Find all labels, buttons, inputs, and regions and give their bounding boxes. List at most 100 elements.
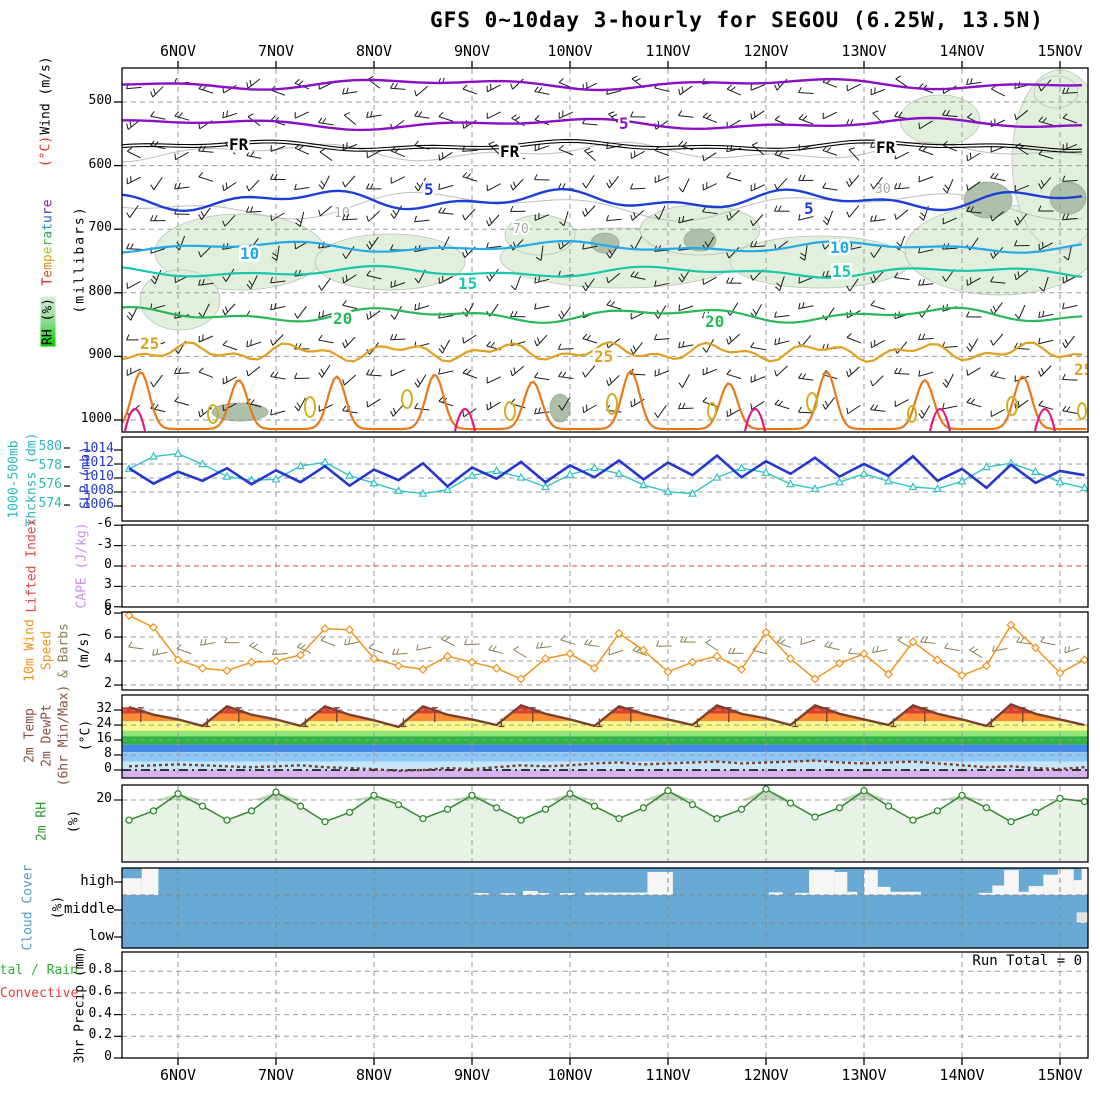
wind-speed-marker bbox=[908, 637, 918, 647]
temp-band bbox=[122, 761, 1088, 770]
date-label-bottom: 10NOV bbox=[547, 1066, 593, 1084]
cloud-bar-high bbox=[122, 878, 142, 895]
thickness-marker bbox=[418, 488, 428, 497]
rh-marker bbox=[517, 816, 525, 824]
temperature-axis-label: Temperature bbox=[40, 199, 56, 286]
date-label-bottom: 13NOV bbox=[841, 1066, 887, 1084]
cloud-bar-high bbox=[522, 890, 538, 895]
thickness-marker bbox=[296, 461, 305, 470]
temp-band bbox=[122, 770, 1088, 778]
rh-marker bbox=[884, 802, 893, 810]
thickness-marker bbox=[859, 468, 869, 477]
wind-speed-marker bbox=[442, 651, 453, 661]
cloud-bar-high bbox=[795, 892, 810, 895]
rh-marker bbox=[345, 808, 354, 817]
contour-label: 25 bbox=[1074, 360, 1093, 379]
convective-label: Convective bbox=[0, 986, 79, 1001]
rh-dark-blob bbox=[963, 181, 1013, 219]
slp-tick-label: 1010 bbox=[82, 469, 114, 484]
contour-35 bbox=[743, 408, 767, 432]
date-label-top: 14NOV bbox=[939, 42, 985, 60]
wind-speed-marker bbox=[1055, 668, 1065, 678]
rh-marker bbox=[198, 802, 207, 810]
rh-marker bbox=[272, 788, 280, 796]
wind-speed-marker bbox=[1030, 643, 1041, 653]
wind-speed-marker bbox=[491, 663, 502, 673]
cloud-bar-high bbox=[141, 868, 159, 895]
contour-loop bbox=[207, 404, 219, 424]
date-label-top: 13NOV bbox=[841, 42, 887, 60]
date-label-bottom: 8NOV bbox=[355, 1066, 393, 1084]
rh-marker bbox=[958, 791, 966, 799]
rh-area-fill bbox=[122, 789, 1088, 862]
rh-marker bbox=[296, 802, 305, 810]
rh-marker bbox=[1056, 794, 1064, 803]
cloud-bar-high bbox=[500, 893, 516, 895]
wind-speed-marker bbox=[246, 657, 257, 667]
rh-marker bbox=[541, 805, 550, 813]
rh-marker bbox=[762, 785, 770, 793]
cloud-bar-high bbox=[1043, 874, 1059, 895]
wind-tick-label: 8 bbox=[104, 604, 112, 619]
thickness-tick-label: 576 bbox=[38, 477, 62, 492]
thickness-marker bbox=[884, 476, 893, 485]
pressure-tick-label: 600 bbox=[88, 156, 112, 172]
date-label-bottom: 15NOV bbox=[1037, 1066, 1083, 1084]
rh-marker bbox=[737, 805, 746, 813]
thickness-marker bbox=[982, 462, 991, 471]
thickness-marker bbox=[933, 484, 942, 493]
wind-speed-marker bbox=[222, 666, 232, 676]
rh-contour-label: 30 bbox=[875, 182, 891, 197]
temp2m-panel bbox=[122, 696, 1088, 778]
rh-marker bbox=[566, 790, 574, 798]
rh-marker bbox=[174, 790, 182, 798]
wind-speed-marker bbox=[589, 663, 600, 673]
rh-shade-blob bbox=[729, 235, 911, 289]
wind-speed-marker bbox=[932, 655, 943, 665]
contour-label: 5 bbox=[619, 114, 629, 133]
rh-marker bbox=[223, 816, 231, 824]
thickness-marker bbox=[149, 451, 158, 460]
cloud-bar-high bbox=[834, 872, 848, 895]
contour-label: FR bbox=[876, 138, 896, 157]
contour-label: 5 bbox=[804, 199, 814, 218]
pressure-tick-label: 800 bbox=[88, 283, 112, 299]
wind-speed-marker bbox=[295, 650, 306, 660]
millibars-axis-label: (millibars) bbox=[72, 205, 88, 314]
contour-35 bbox=[928, 408, 952, 432]
rh-marker bbox=[443, 805, 452, 813]
date-label-bottom: 7NOV bbox=[257, 1066, 295, 1084]
degc-axis-label: (°C) bbox=[38, 135, 54, 168]
cloud-cover-label: Cloud Cover bbox=[20, 864, 36, 951]
upper-air-frame bbox=[121, 67, 1089, 433]
temp2m-frame bbox=[121, 694, 1089, 779]
slp-tick-label: 1008 bbox=[82, 483, 114, 498]
cloud-bar-high bbox=[809, 870, 835, 895]
cloud-bar-high bbox=[1058, 869, 1074, 895]
pressure-tick-label: 500 bbox=[88, 93, 112, 108]
thickness-marker bbox=[810, 484, 820, 493]
cloud-bar-high bbox=[847, 891, 858, 895]
cloud-bar-high bbox=[1073, 880, 1082, 895]
slp-tick-label: 1006 bbox=[82, 497, 114, 512]
rh-marker bbox=[982, 804, 991, 812]
rh-marker bbox=[321, 818, 329, 826]
thickness-marker bbox=[369, 478, 379, 487]
temp-tick-label: 16 bbox=[96, 731, 112, 746]
wind-speed-marker bbox=[761, 627, 771, 637]
rh-marker bbox=[664, 787, 672, 795]
thickness-marker bbox=[345, 470, 354, 479]
cloud-row-label: low bbox=[88, 928, 114, 944]
thickness-marker bbox=[835, 477, 844, 486]
run-total: Run Total = 0 bbox=[972, 953, 1082, 969]
contour-label: 20 bbox=[333, 309, 352, 328]
contour-loop bbox=[401, 389, 413, 409]
thickness-marker bbox=[541, 482, 550, 491]
rh-marker bbox=[149, 807, 158, 815]
wind-speed-marker bbox=[663, 667, 673, 677]
stability-panel bbox=[122, 526, 1088, 606]
thickness-marker bbox=[663, 486, 673, 495]
rh-marker bbox=[688, 801, 697, 809]
date-label-bottom: 11NOV bbox=[645, 1066, 691, 1084]
date-label-top: 7NOV bbox=[257, 42, 295, 60]
